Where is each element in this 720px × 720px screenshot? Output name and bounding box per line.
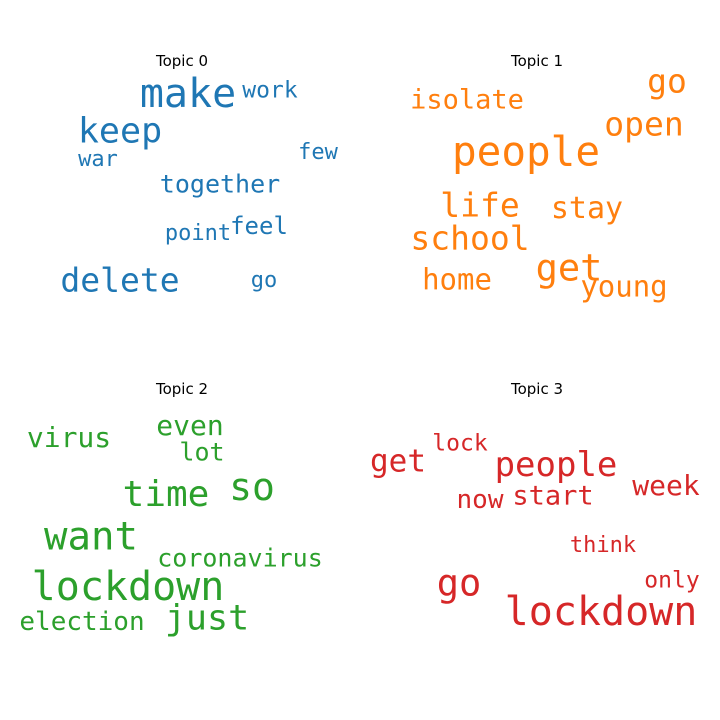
word-coronavirus: coronavirus (157, 543, 323, 573)
topic-0-title: Topic 0 (155, 52, 209, 70)
word-even: even (156, 409, 224, 442)
word-point: point (164, 221, 232, 246)
word-lockdown: lockdown (31, 564, 225, 610)
word-few: few (298, 140, 338, 165)
word-people: people (494, 445, 618, 485)
word-home: home (422, 262, 492, 297)
topic-3-title: Topic 3 (510, 380, 564, 398)
word-get: get (535, 246, 603, 290)
topic-1-title: Topic 1 (510, 52, 564, 70)
word-lock: lock (432, 430, 488, 457)
word-time: time (122, 474, 210, 515)
word-life: life (440, 185, 520, 225)
word-go: go (647, 61, 687, 101)
word-just: just (164, 598, 250, 639)
word-people: people (451, 127, 601, 176)
word-now: now (456, 485, 504, 515)
word-lot: lot (179, 437, 225, 467)
word-delete: delete (60, 260, 180, 300)
word-virus: virus (26, 421, 112, 454)
word-young: young (580, 269, 668, 304)
word-isolate: isolate (410, 84, 524, 116)
word-think: think (569, 533, 637, 558)
word-make: make (139, 71, 237, 117)
word-get: get (370, 443, 426, 480)
word-start: start (512, 480, 594, 512)
word-election: election (19, 607, 145, 637)
topic-0-panel: Topic 0 make work keep war few together … (0, 0, 360, 360)
word-keep: keep (77, 111, 163, 152)
topic-3-panel: Topic 3 lock get people week now start t… (360, 360, 720, 720)
word-work: work (242, 77, 298, 104)
topic-2-title: Topic 2 (155, 380, 209, 398)
topic-1-panel: Topic 1 isolate go open people life stay… (360, 0, 720, 360)
word-school: school (410, 218, 530, 258)
word-lockdown: lockdown (504, 589, 698, 635)
word-only: only (644, 567, 700, 594)
word-war: war (78, 147, 118, 172)
word-go: go (250, 268, 278, 293)
topic-2-panel: Topic 2 virus even lot so time want coro… (0, 360, 360, 720)
word-open: open (604, 104, 684, 144)
word-so: so (229, 465, 275, 509)
word-stay: stay (550, 191, 624, 226)
word-go: go (436, 561, 482, 605)
word-feel: feel (230, 212, 288, 240)
word-week: week (632, 469, 700, 502)
word-want: want (44, 514, 138, 560)
word-together: together (159, 169, 281, 199)
